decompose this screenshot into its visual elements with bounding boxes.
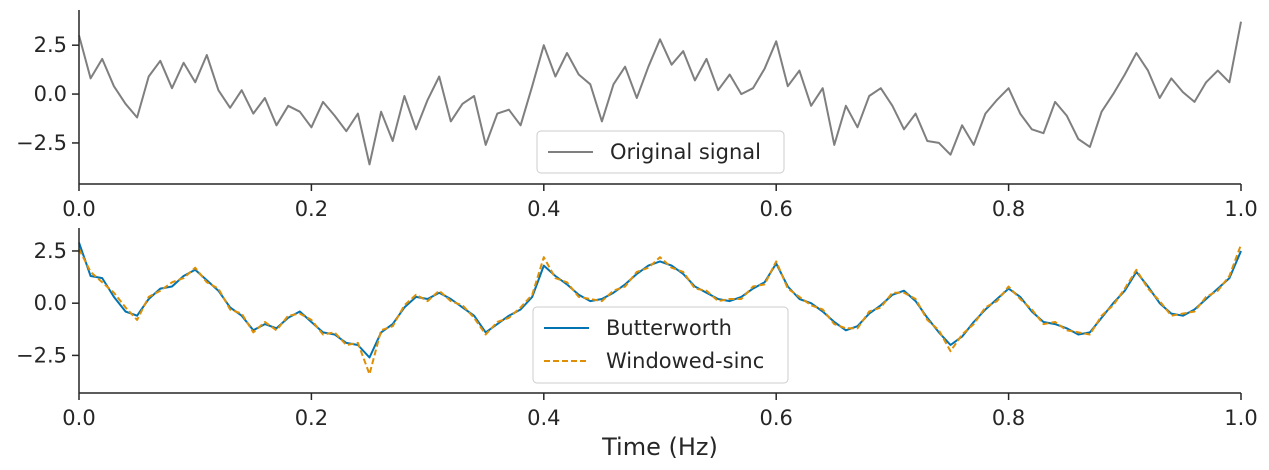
y-tick-label: 2.5 xyxy=(34,33,67,57)
y-tick-label: −2.5 xyxy=(16,343,67,367)
legend-label: Windowed-sinc xyxy=(606,349,764,373)
series-line-1-1 xyxy=(78,244,1242,376)
y-tick-label: 2.5 xyxy=(34,239,67,263)
x-tick-label: 0.0 xyxy=(62,197,95,221)
top-panel: 0.0 0.2 0.4 0.6 0.8 1.0 2.5 0.0 −2.5 Original sig… xyxy=(16,10,1258,221)
y-tick-label: −2.5 xyxy=(16,131,67,155)
y-tick-label: 0.0 xyxy=(34,291,67,315)
series-line-0-0 xyxy=(78,21,1242,166)
legend-label: Original signal xyxy=(610,140,761,164)
legend: Original signal xyxy=(536,130,785,174)
x-tick-label: 1.0 xyxy=(1224,197,1257,221)
x-tick-label: 0.2 xyxy=(295,197,328,221)
x-tick-label: 0.0 xyxy=(62,406,95,430)
x-tick-label: 0.6 xyxy=(759,197,792,221)
x-tick-label: 0.4 xyxy=(527,197,560,221)
x-tick-label: 0.2 xyxy=(295,406,328,430)
legend-label: Butterworth xyxy=(606,316,732,340)
bottom-panel: 0.0 0.2 0.4 0.6 0.8 1.0 2.5 0.0 −2.5 Butterworth W… xyxy=(16,228,1258,430)
x-tick-label: 0.8 xyxy=(992,406,1025,430)
x-tick-label: 0.4 xyxy=(527,406,560,430)
legend: Butterworth Windowed-sinc xyxy=(532,306,789,384)
legend-box xyxy=(532,306,789,384)
x-axis-label: Time (Hz) xyxy=(601,433,718,461)
x-tick-label: 0.8 xyxy=(992,197,1025,221)
x-tick-label: 1.0 xyxy=(1224,406,1257,430)
legend-box xyxy=(536,130,785,174)
y-tick-label: 0.0 xyxy=(34,82,67,106)
x-tick-label: 0.6 xyxy=(759,406,792,430)
